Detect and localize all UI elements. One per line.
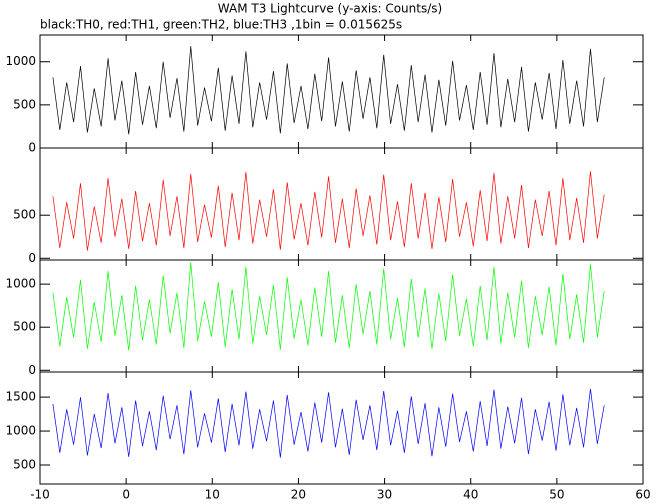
y-tick-label: 1000 xyxy=(5,54,36,68)
y-tick-label: 500 xyxy=(13,208,36,222)
y-tick-label: 1000 xyxy=(5,277,36,291)
y-tick-label: 0 xyxy=(28,363,36,377)
panel-frame xyxy=(39,371,644,485)
x-tick-label: 0 xyxy=(122,488,130,502)
x-tick-label: 40 xyxy=(463,488,478,502)
chart-subtitle: black:TH0, red:TH1, green:TH2, blue:TH3 … xyxy=(40,18,402,32)
x-tick-label: 10 xyxy=(205,488,220,502)
x-tick-label: 60 xyxy=(635,488,650,502)
x-tick-label: 20 xyxy=(291,488,306,502)
y-tick-label: 1000 xyxy=(5,424,36,438)
x-tick-label: -10 xyxy=(30,488,50,502)
x-tick-label: 50 xyxy=(549,488,564,502)
y-tick-label: 0 xyxy=(28,141,36,155)
light-curve xyxy=(52,262,605,351)
panel-frame xyxy=(39,34,644,149)
y-tick-label: 500 xyxy=(13,457,36,471)
light-curve xyxy=(52,388,605,458)
y-tick-label: 500 xyxy=(13,320,36,334)
light-curve xyxy=(52,171,605,251)
y-tick-label: 500 xyxy=(13,97,36,111)
y-tick-label: 0 xyxy=(28,251,36,265)
chart-title: WAM T3 Lightcurve (y-axis: Counts/s) xyxy=(218,2,442,16)
y-tick-label: 1500 xyxy=(5,390,36,404)
x-tick-label: 30 xyxy=(377,488,392,502)
light-curve xyxy=(52,46,605,135)
